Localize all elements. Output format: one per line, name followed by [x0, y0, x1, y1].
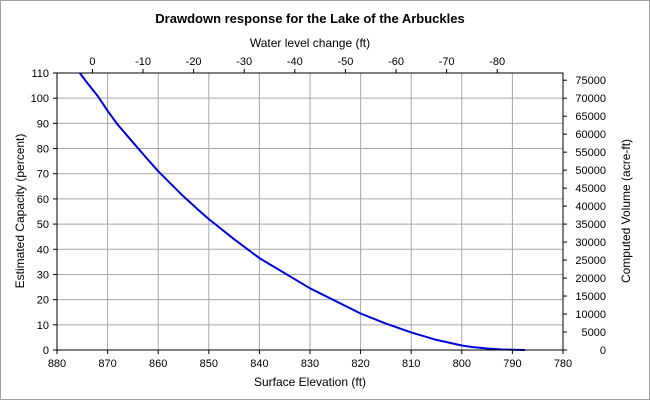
- y2-tick-label: 5000: [582, 327, 606, 339]
- x-tick-label: 810: [402, 358, 420, 370]
- y2-tick-label: 45000: [575, 183, 606, 195]
- x-tick-label: 790: [503, 358, 521, 370]
- chart-title: Drawdown response for the Lake of the Ar…: [155, 11, 464, 26]
- y2-tick-label: 15000: [575, 291, 606, 303]
- y-tick-label: 50: [37, 219, 49, 231]
- y2-tick-label: 40000: [575, 201, 606, 213]
- x-tick-label: 780: [554, 358, 572, 370]
- y2-tick-label: 30000: [575, 237, 606, 249]
- y2-tick-label: 65000: [575, 111, 606, 123]
- x2-tick-label: -10: [135, 56, 151, 68]
- y-tick-label: 10: [37, 320, 49, 332]
- series-lines: [79, 72, 526, 351]
- x2-tick-label: -30: [236, 56, 252, 68]
- x-tick-label: 860: [149, 358, 167, 370]
- x2-tick-label: -80: [489, 56, 505, 68]
- grid-lines: [53, 69, 567, 354]
- right-axis-label: Computed Volume (acre-ft): [619, 139, 633, 283]
- x2-tick-label: -60: [388, 56, 404, 68]
- y2-tick-label: 35000: [575, 219, 606, 231]
- y-tick-label: 0: [43, 345, 49, 357]
- x-tick-label: 850: [200, 358, 218, 370]
- y2-tick-label: 20000: [575, 273, 606, 285]
- y2-tick-label: 50000: [575, 165, 606, 177]
- x2-tick-label: -70: [439, 56, 455, 68]
- x2-tick-label: -50: [337, 56, 353, 68]
- bottom-axis-label: Surface Elevation (ft): [254, 375, 366, 389]
- x-tick-label: 830: [301, 358, 319, 370]
- x2-tick-label: 0: [89, 56, 95, 68]
- x-tick-label: 880: [48, 358, 66, 370]
- y-tick-label: 110: [31, 68, 49, 80]
- left-axis-label: Estimated Capacity (percent): [13, 134, 27, 289]
- y2-tick-label: 60000: [575, 129, 606, 141]
- y2-tick-label: 25000: [575, 255, 606, 267]
- y-tick-label: 60: [37, 194, 49, 206]
- y2-tick-label: 0: [600, 345, 606, 357]
- x-tick-label: 840: [250, 358, 268, 370]
- x-tick-label: 800: [453, 358, 471, 370]
- y-tick-label: 80: [37, 144, 49, 156]
- y-tick-label: 40: [37, 244, 49, 256]
- y2-tick-label: 55000: [575, 147, 606, 159]
- x-tick-label: 820: [351, 358, 369, 370]
- x2-tick-label: -40: [287, 56, 303, 68]
- y-tick-label: 20: [37, 295, 49, 307]
- y-tick-label: 70: [37, 169, 49, 181]
- y2-tick-label: 75000: [575, 75, 606, 87]
- top-axis-label: Water level change (ft): [250, 36, 370, 50]
- x-tick-label: 870: [98, 358, 116, 370]
- tick-labels: 880 870 860 850 840 830 820 810 800 790 7800102030…: [31, 56, 606, 370]
- plot-area-border: [56, 72, 564, 351]
- y-tick-label: 100: [31, 93, 49, 105]
- y-tick-label: 90: [37, 118, 49, 130]
- y-tick-label: 30: [37, 269, 49, 281]
- x2-tick-label: -20: [186, 56, 202, 68]
- capacity-line: [79, 72, 526, 351]
- y2-tick-label: 70000: [575, 93, 606, 105]
- y2-tick-label: 10000: [575, 309, 606, 321]
